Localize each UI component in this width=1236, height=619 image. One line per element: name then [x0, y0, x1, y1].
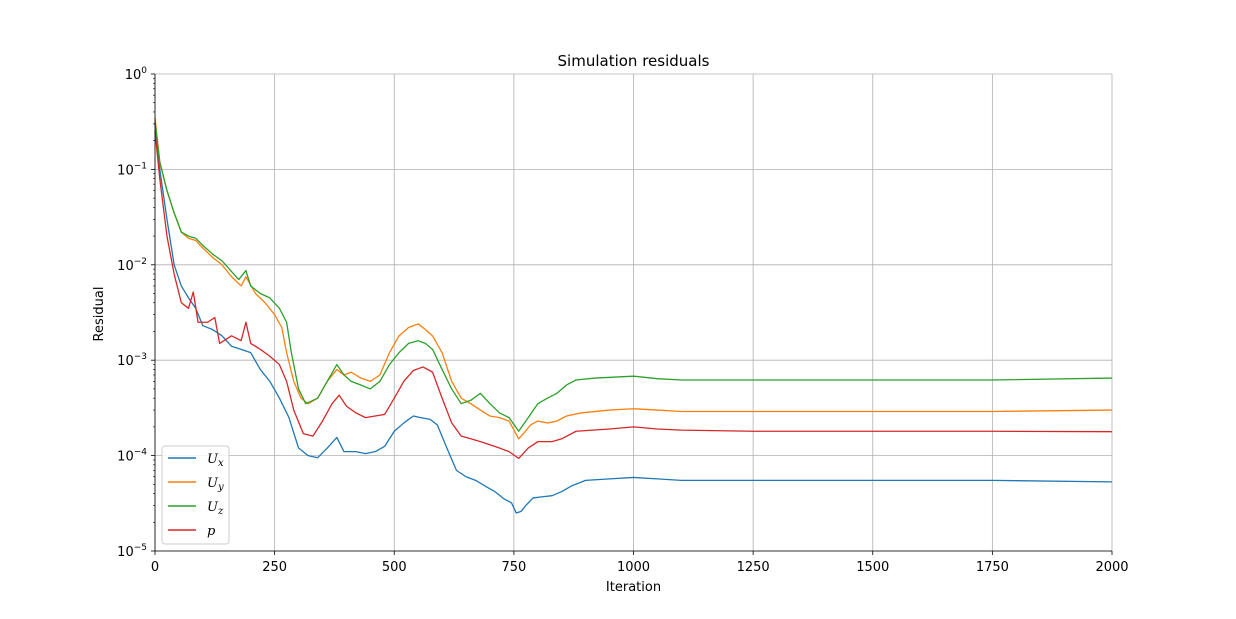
y-tick-exponent: −2 [134, 257, 147, 267]
y-tick-exponent: 0 [141, 66, 147, 76]
y-tick-exponent: −4 [134, 448, 148, 458]
y-axis-label: Residual [92, 287, 107, 342]
x-tick-label: 0 [151, 560, 159, 575]
y-tick-base: 10 [117, 545, 134, 560]
y-tick-label: 10−5 [117, 543, 147, 560]
y-tick-label: 100 [125, 66, 148, 83]
y-tick-exponent: −3 [134, 352, 147, 362]
y-tick-exponent: −5 [134, 543, 147, 553]
legend-box [161, 445, 230, 545]
legend-label-name: U [207, 476, 219, 491]
x-tick-label: 500 [382, 560, 407, 575]
x-tick-label: 250 [262, 560, 287, 575]
legend-label-name: U [207, 452, 219, 467]
legend-label-name: U [207, 500, 219, 515]
legend-label-subscript: z [217, 506, 224, 517]
y-tick-exponent: −1 [134, 161, 147, 171]
x-tick-label: 750 [501, 560, 526, 575]
tick-marks: 0 250 500 750 1000 1250 1500 1750 200010010−110−… [117, 66, 1128, 575]
series-line-uz [154, 121, 1113, 432]
y-tick-label: 10−2 [117, 257, 147, 274]
y-tick-base: 10 [117, 450, 134, 465]
series-line-ux [154, 123, 1113, 514]
legend-label-subscript: x [218, 458, 224, 469]
x-tick-label: 1250 [737, 560, 770, 575]
x-tick-label: 1500 [856, 560, 889, 575]
legend-label: Uz [207, 500, 224, 517]
series-line-uy [154, 117, 1113, 440]
y-tick-base: 10 [117, 354, 134, 369]
chart-title: Simulation residuals [558, 52, 710, 70]
x-axis-label: Iteration [606, 580, 661, 595]
legend-label-subscript: y [217, 482, 224, 493]
series-line-p [154, 131, 1113, 460]
x-tick-label: 1750 [976, 560, 1009, 575]
legend-label-name: p [207, 524, 216, 539]
x-tick-label: 1000 [617, 560, 650, 575]
x-tick-label: 2000 [1095, 560, 1128, 575]
y-tick-label: 10−3 [117, 352, 147, 369]
legend-label: Uy [207, 476, 224, 493]
y-tick-label: 10−1 [117, 161, 147, 178]
y-tick-base: 10 [125, 68, 142, 83]
legend-label: Ux [207, 452, 224, 469]
y-tick-base: 10 [117, 163, 134, 178]
series-lines [154, 117, 1113, 514]
y-tick-base: 10 [117, 259, 134, 274]
y-tick-label: 10−4 [117, 448, 147, 465]
legend-label: p [207, 524, 216, 539]
